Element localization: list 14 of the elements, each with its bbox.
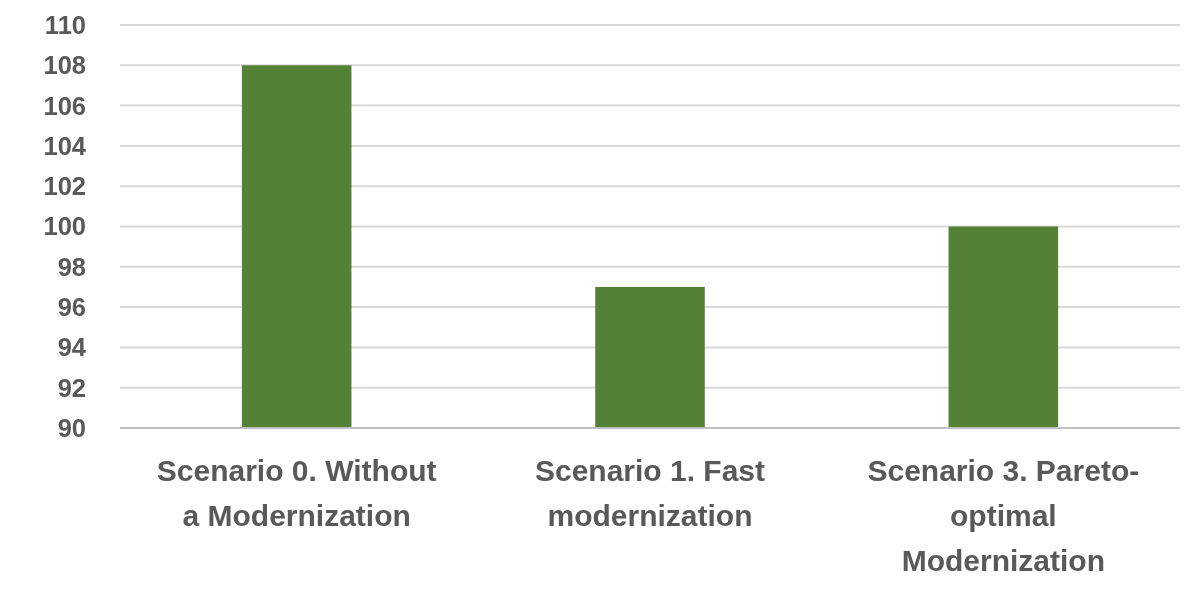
x-tick-label: Scenario 1. Fast modernization (534, 454, 766, 532)
y-tick-label: 94 (57, 333, 87, 362)
x-tick-label: Scenario 0. Without a Modernization (156, 454, 437, 532)
y-tick-label: 92 (57, 373, 86, 402)
x-tick-label: Scenario 3. Pareto-optimal Modernization (867, 454, 1140, 577)
y-tick-label: 108 (43, 51, 86, 80)
y-tick-label: 90 (57, 413, 86, 442)
y-tick-label: 98 (57, 252, 86, 281)
y-tick-label: 96 (57, 293, 86, 322)
y-tick-label: 106 (43, 91, 86, 120)
y-tick-label: 110 (44, 10, 86, 39)
y-tick-label: 100 (43, 212, 86, 241)
y-tick-label: 104 (43, 131, 87, 160)
y-tick-label: 102 (43, 172, 86, 201)
